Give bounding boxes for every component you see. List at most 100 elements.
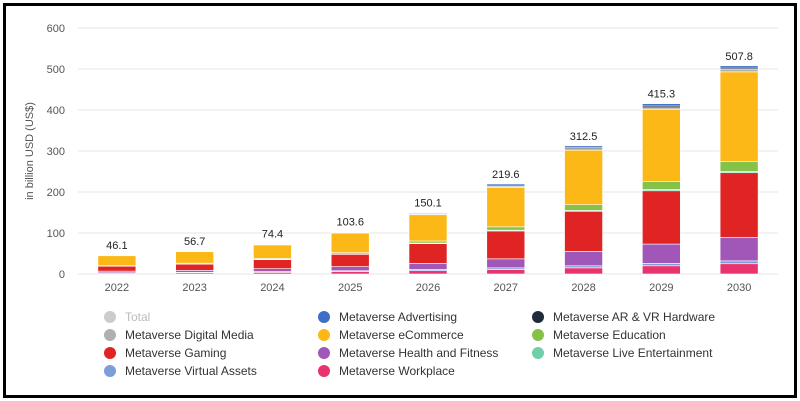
bar-segment xyxy=(330,232,370,253)
x-tick-label: 2028 xyxy=(571,282,595,294)
bar-segment xyxy=(408,214,448,242)
bar-segment xyxy=(330,271,370,275)
bar-segment xyxy=(408,212,448,214)
bar-segment xyxy=(564,251,603,267)
total-data-label: 507.8 xyxy=(725,51,753,63)
bar-segment xyxy=(97,255,137,266)
bar-segment xyxy=(253,259,292,269)
bar-segment xyxy=(564,149,603,206)
bar-segment xyxy=(486,230,526,260)
bar-segment xyxy=(564,210,603,252)
x-tick-label: 2027 xyxy=(494,282,518,294)
bar-segment xyxy=(486,187,526,228)
bar-segment xyxy=(253,244,292,259)
bar-segment xyxy=(408,243,448,264)
chart-legend: Total Metaverse Advertising Metaverse AR &… xyxy=(104,308,744,380)
x-tick-label: 2025 xyxy=(338,282,362,294)
legend-label: Metaverse AR & VR Hardware xyxy=(553,310,716,324)
bar-segment xyxy=(486,226,526,231)
legend-item[interactable]: Metaverse Gaming xyxy=(104,344,318,362)
bar-segment xyxy=(719,161,759,172)
bar-segment xyxy=(642,109,681,182)
legend-label: Metaverse Education xyxy=(553,328,666,342)
x-tick-label: 2023 xyxy=(182,282,206,294)
total-data-label: 415.3 xyxy=(648,89,676,101)
bar-segment xyxy=(564,265,603,269)
bar-segment xyxy=(719,65,759,69)
legend-swatch-icon xyxy=(318,365,330,377)
legend-item[interactable]: Metaverse Live Entertainment xyxy=(532,344,744,362)
bar-segment xyxy=(642,263,681,267)
total-data-label: 74.4 xyxy=(262,228,283,240)
bar-segment xyxy=(719,237,759,262)
bar-segment xyxy=(642,243,681,264)
legend-label: Metaverse Digital Media xyxy=(125,328,254,342)
legend-label: Metaverse Gaming xyxy=(125,346,227,360)
legend-swatch-icon xyxy=(104,365,116,377)
total-data-label: 46.1 xyxy=(106,240,127,252)
bar-segment xyxy=(408,263,448,270)
bar-segment xyxy=(642,265,681,275)
legend-label: Metaverse Health and Fitness xyxy=(339,346,499,360)
legend-swatch-icon xyxy=(532,311,544,323)
x-tick-label: 2022 xyxy=(105,282,129,294)
y-tick-label: 600 xyxy=(47,23,65,35)
legend-swatch-icon xyxy=(104,329,116,341)
y-tick-label: 500 xyxy=(47,64,65,76)
total-data-label: 219.6 xyxy=(492,169,520,181)
legend-label: Metaverse eCommerce xyxy=(339,328,464,342)
x-tick-label: 2030 xyxy=(727,282,751,294)
legend-item[interactable]: Metaverse AR & VR Hardware xyxy=(532,308,744,326)
bar-segment xyxy=(330,254,370,267)
bar-segment xyxy=(175,263,214,271)
bar-segment xyxy=(330,266,370,272)
legend-item[interactable]: Total xyxy=(104,308,318,326)
legend-item[interactable]: Metaverse Virtual Assets xyxy=(104,362,318,380)
bar-segment xyxy=(253,268,292,272)
x-tick-label: 2029 xyxy=(649,282,673,294)
bar-segment xyxy=(642,103,681,107)
x-tick-label: 2024 xyxy=(260,282,284,294)
x-tick-label: 2026 xyxy=(416,282,440,294)
y-tick-label: 300 xyxy=(47,146,65,158)
bar-segment xyxy=(486,258,526,269)
bar-segment xyxy=(564,267,603,275)
bar-segment xyxy=(564,145,603,148)
bar-segment xyxy=(175,251,214,264)
bar-segment xyxy=(642,190,681,245)
bar-segment xyxy=(486,269,526,275)
legend-swatch-icon xyxy=(104,347,116,359)
legend-item[interactable]: Metaverse Health and Fitness xyxy=(318,344,532,362)
total-data-label: 312.5 xyxy=(570,131,598,143)
y-tick-label: 400 xyxy=(47,105,65,117)
bar-segment xyxy=(719,260,759,265)
y-tick-label: 100 xyxy=(47,228,65,240)
bar-segment xyxy=(719,263,759,275)
y-tick-label: 200 xyxy=(47,187,65,199)
bar-segment xyxy=(97,265,137,272)
bar-segment xyxy=(719,69,759,73)
legend-label: Total xyxy=(125,310,151,324)
legend-item[interactable]: Metaverse Workplace xyxy=(318,362,532,380)
legend-label: Metaverse Workplace xyxy=(339,364,455,378)
legend-swatch-icon xyxy=(532,329,544,341)
legend-swatch-icon xyxy=(104,311,116,323)
bar-segment xyxy=(175,270,214,273)
bar-segment xyxy=(486,183,526,186)
legend-label: Metaverse Live Entertainment xyxy=(553,346,713,360)
legend-item[interactable]: Metaverse Education xyxy=(532,326,744,344)
bar-segment xyxy=(564,204,603,211)
legend-label: Metaverse Advertising xyxy=(339,310,458,324)
legend-item[interactable]: Metaverse eCommerce xyxy=(318,326,532,344)
legend-item[interactable]: Metaverse Digital Media xyxy=(104,326,318,344)
total-data-label: 56.7 xyxy=(184,236,205,248)
legend-swatch-icon xyxy=(318,347,330,359)
legend-swatch-icon xyxy=(532,347,544,359)
bar-segment xyxy=(408,270,448,275)
y-tick-label: 0 xyxy=(59,269,65,281)
legend-label: Metaverse Virtual Assets xyxy=(125,364,257,378)
bar-segment xyxy=(408,240,448,244)
bar-segment xyxy=(642,181,681,190)
legend-item[interactable]: Metaverse Advertising xyxy=(318,308,532,326)
